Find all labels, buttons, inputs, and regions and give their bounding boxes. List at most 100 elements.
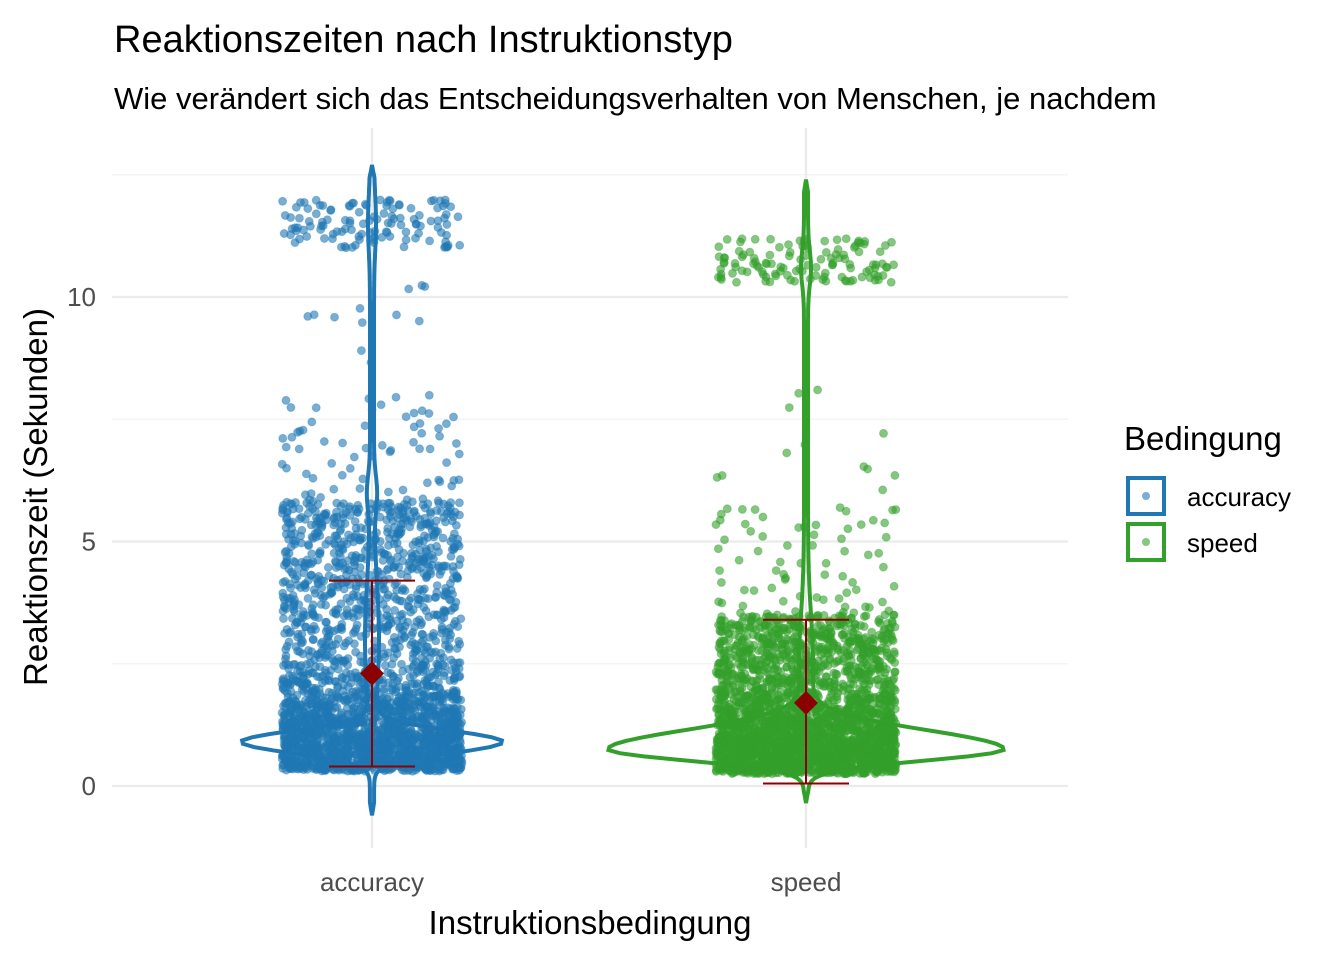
point-accuracy <box>357 318 367 328</box>
point-accuracy <box>281 529 291 539</box>
point-accuracy <box>439 668 449 678</box>
point-accuracy <box>351 504 361 514</box>
point-accuracy <box>316 599 326 609</box>
point-accuracy <box>379 719 389 729</box>
point-accuracy <box>455 240 465 250</box>
point-accuracy <box>381 227 391 237</box>
point-accuracy <box>384 195 394 205</box>
point-accuracy <box>371 503 381 512</box>
point-accuracy <box>340 656 350 666</box>
point-accuracy <box>431 526 441 536</box>
point-accuracy <box>444 692 454 702</box>
point-accuracy <box>350 532 360 542</box>
point-accuracy <box>446 630 456 640</box>
point-accuracy <box>326 587 336 597</box>
point-accuracy <box>451 748 461 758</box>
point-accuracy <box>352 620 362 630</box>
point-accuracy <box>414 316 424 326</box>
point-accuracy <box>311 403 321 413</box>
point-speed <box>861 611 871 621</box>
point-accuracy <box>417 428 427 438</box>
point-accuracy <box>398 666 408 676</box>
point-accuracy <box>328 641 337 650</box>
point-speed <box>779 625 789 635</box>
point-accuracy <box>279 721 289 731</box>
point-accuracy <box>402 495 412 505</box>
point-accuracy <box>335 751 345 761</box>
point-accuracy <box>451 439 461 448</box>
point-accuracy <box>332 691 342 701</box>
point-accuracy <box>441 419 451 429</box>
point-accuracy <box>453 212 463 222</box>
point-speed <box>869 647 879 657</box>
point-accuracy <box>344 201 354 211</box>
point-accuracy <box>349 452 359 462</box>
point-accuracy <box>330 677 340 686</box>
point-accuracy <box>411 729 421 739</box>
point-accuracy <box>311 195 321 205</box>
point-accuracy <box>447 717 457 727</box>
point-accuracy <box>373 741 383 751</box>
point-accuracy <box>347 225 356 235</box>
point-accuracy <box>293 427 303 437</box>
point-accuracy <box>308 635 318 644</box>
point-accuracy <box>309 621 319 631</box>
point-accuracy <box>440 242 450 251</box>
point-accuracy <box>330 703 340 713</box>
point-accuracy <box>372 702 382 712</box>
point-accuracy <box>290 595 299 605</box>
point-accuracy <box>440 213 449 223</box>
point-accuracy <box>310 743 320 753</box>
point-accuracy <box>420 282 430 292</box>
point-accuracy <box>281 698 291 708</box>
point-speed <box>757 646 767 656</box>
point-accuracy <box>319 742 329 752</box>
point-accuracy <box>409 408 419 418</box>
point-accuracy <box>451 520 461 530</box>
point-accuracy <box>454 757 464 766</box>
point-accuracy <box>321 508 331 518</box>
point-accuracy <box>438 201 448 211</box>
point-accuracy <box>392 676 402 686</box>
point-accuracy <box>423 594 433 604</box>
point-accuracy <box>317 583 327 593</box>
point-accuracy <box>406 203 416 213</box>
point-accuracy <box>303 593 313 603</box>
point-accuracy <box>409 506 419 516</box>
point-accuracy <box>411 549 421 559</box>
point-accuracy <box>431 647 441 657</box>
point-accuracy <box>448 562 458 571</box>
point-accuracy <box>320 591 330 601</box>
point-accuracy <box>422 519 432 529</box>
point-accuracy <box>296 531 306 541</box>
point-accuracy <box>327 458 337 468</box>
point-accuracy <box>446 498 456 508</box>
point-accuracy <box>361 554 371 564</box>
point-speed <box>730 767 740 777</box>
point-accuracy <box>365 228 375 237</box>
point-accuracy <box>368 542 378 552</box>
point-accuracy <box>302 764 312 774</box>
point-accuracy <box>440 635 450 645</box>
point-accuracy <box>356 346 366 356</box>
point-accuracy <box>412 564 422 574</box>
point-accuracy <box>367 451 377 461</box>
point-accuracy <box>309 688 319 698</box>
point-accuracy <box>323 631 333 641</box>
point-accuracy <box>421 573 431 583</box>
point-accuracy <box>356 632 366 641</box>
point-accuracy <box>414 615 424 625</box>
point-speed <box>813 690 823 699</box>
point-accuracy <box>290 620 300 630</box>
point-accuracy <box>403 617 413 627</box>
point-accuracy <box>279 660 288 670</box>
point-accuracy <box>340 241 350 251</box>
point-accuracy <box>383 218 393 228</box>
point-accuracy <box>302 659 312 669</box>
point-accuracy <box>401 412 411 422</box>
point-accuracy <box>382 626 392 636</box>
point-accuracy <box>402 515 411 525</box>
point-accuracy <box>449 545 459 554</box>
point-accuracy <box>366 751 376 761</box>
